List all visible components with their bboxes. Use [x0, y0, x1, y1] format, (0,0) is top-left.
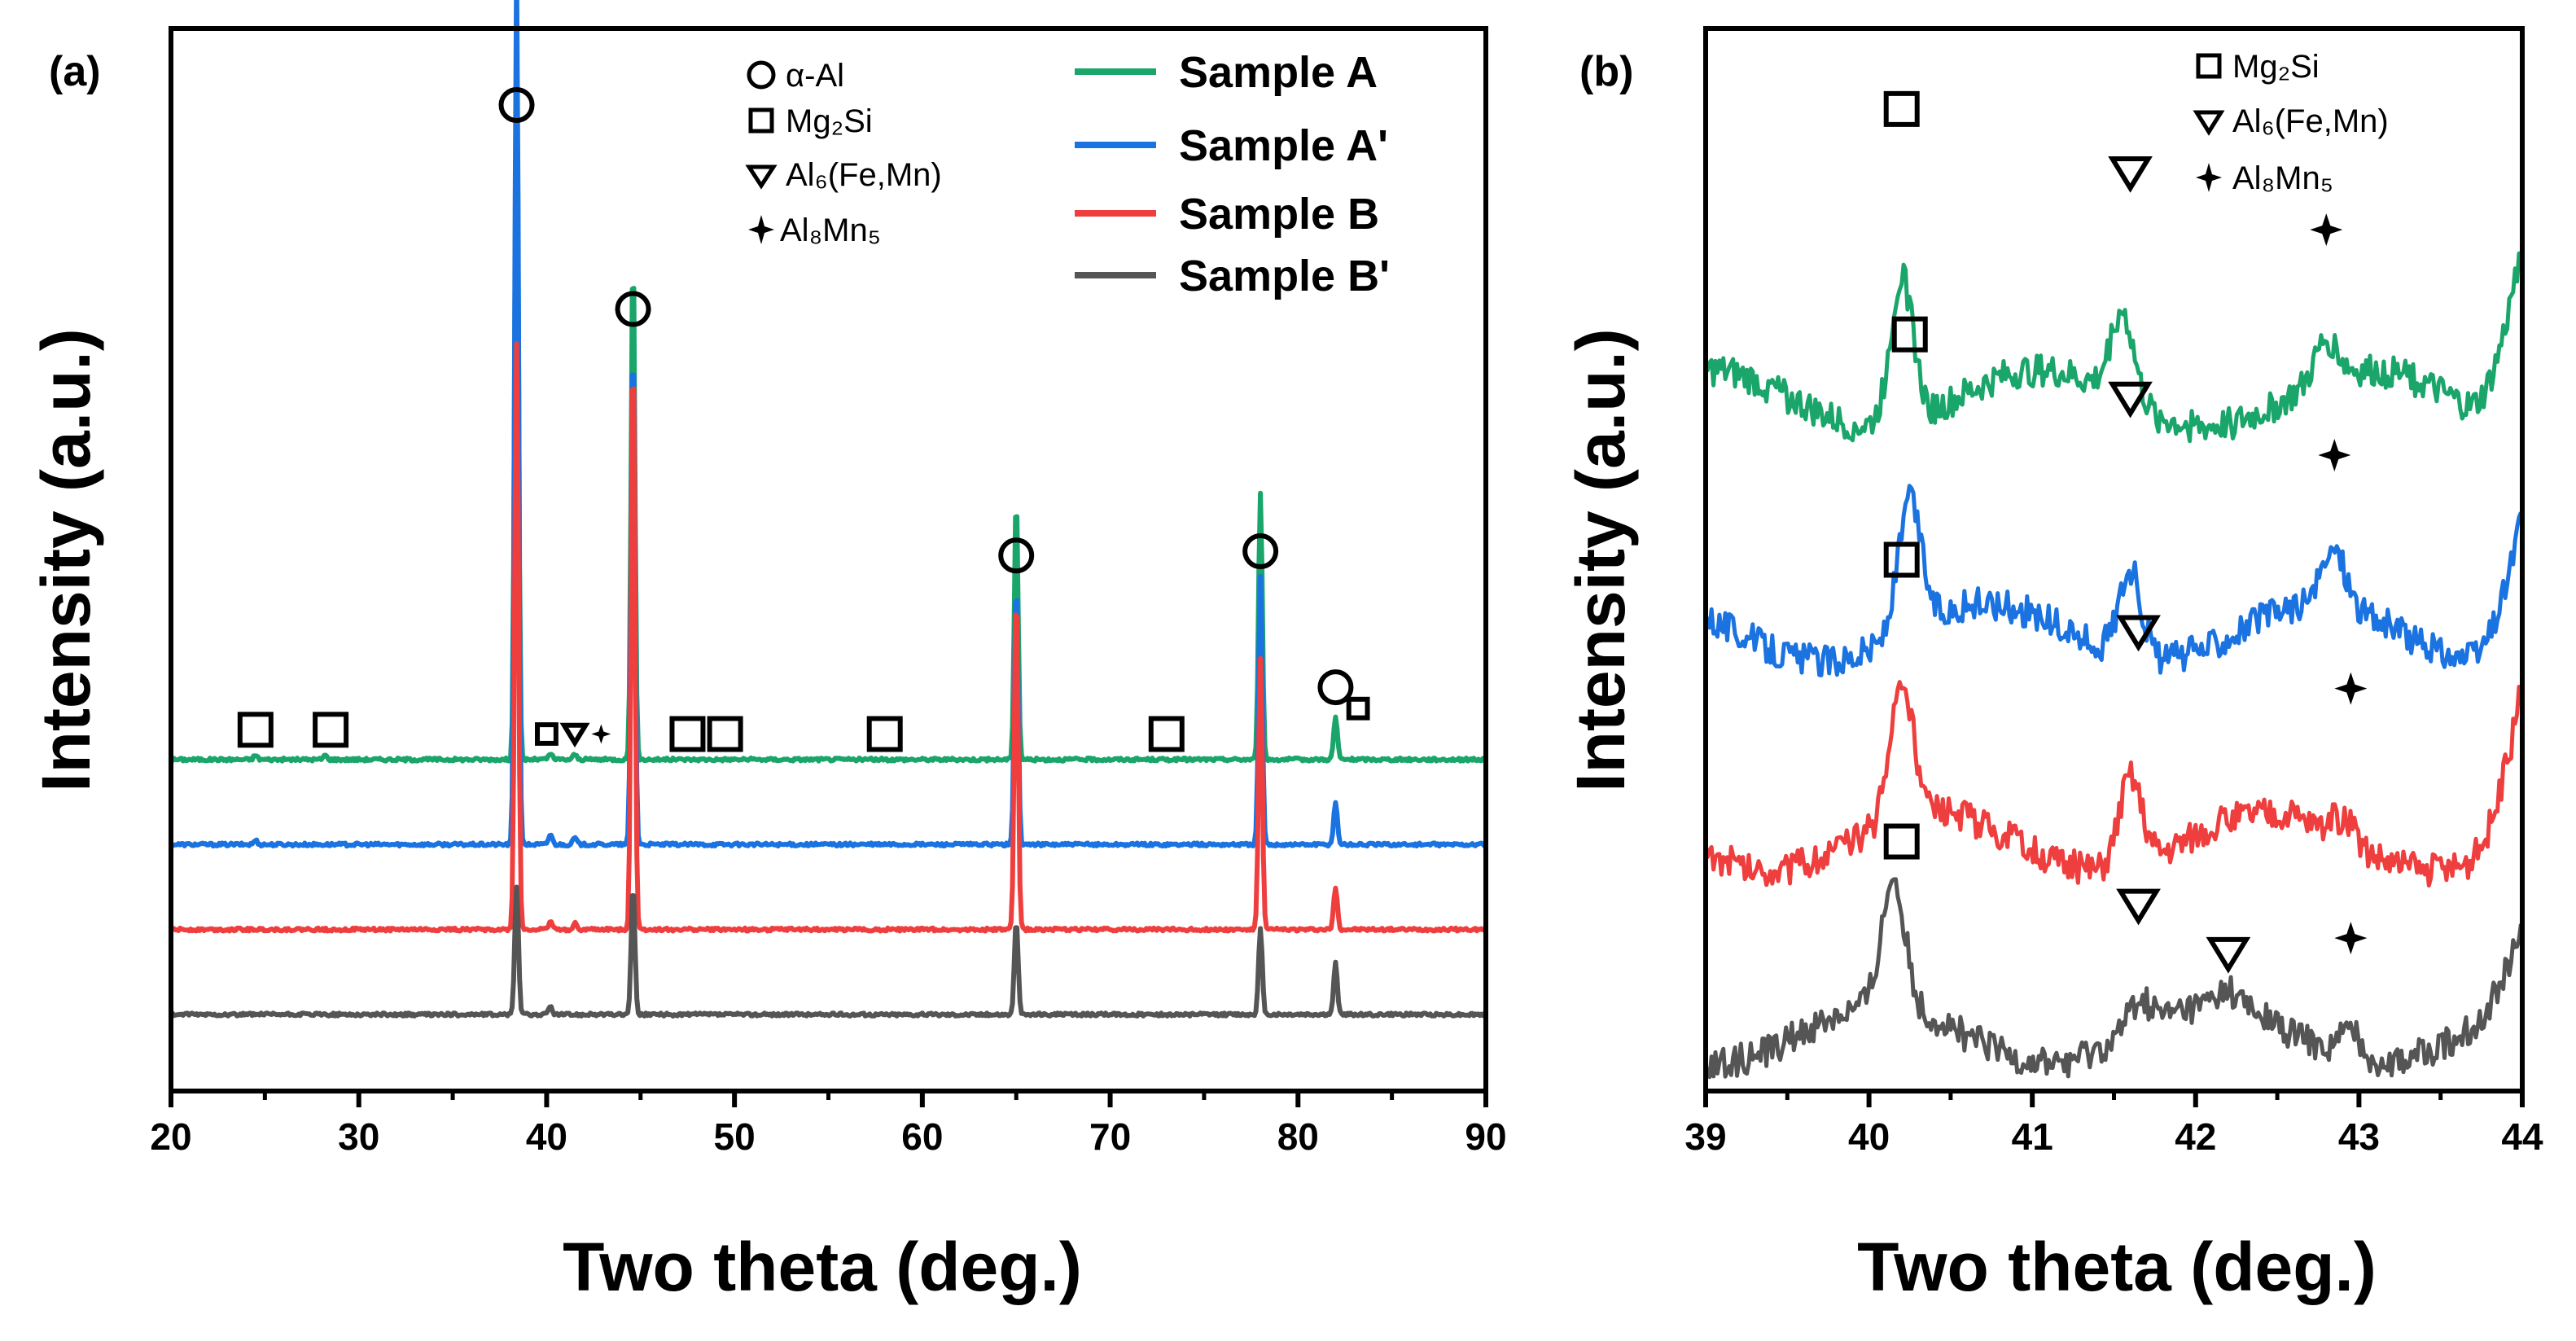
panel-b-marker-star-icon	[2318, 438, 2351, 471]
panel-b-marker-star-icon	[2334, 922, 2368, 955]
legend-b-al8mn5-label: Al₈Mn₅	[2232, 160, 2333, 196]
panel-a-marker-star-icon	[591, 724, 611, 744]
legend-alpha-al-circle-icon	[747, 60, 776, 90]
panel-b-marker-square-icon	[1891, 316, 1928, 353]
panel-b-marker-star-icon	[2334, 672, 2368, 705]
legend-b-al8mn5-star-icon	[2196, 163, 2222, 192]
panel-b-marker-star-icon	[2310, 213, 2343, 247]
panel-b-markers-group	[1883, 90, 2368, 974]
legend-al8mn5-label: Al₈Mn₅	[780, 213, 881, 248]
panel-b-frame	[1703, 26, 2525, 1093]
panel-a-series-sample-b-prime	[169, 884, 1487, 1019]
panel-b-marker-square-icon	[1883, 823, 1920, 860]
panel-a-marker-circle-icon	[615, 291, 651, 327]
panel-a-marker-square-icon	[313, 712, 349, 748]
panel-a-series-sample-a-prime	[169, 0, 1487, 849]
panel-a-x-tick-label: 80	[1277, 1115, 1319, 1158]
legend-alpha-al-label: α-Al	[786, 58, 844, 94]
panel-a-marker-circle-icon	[498, 86, 535, 123]
legend-sample-a-prime-label: Sample A'	[1179, 121, 1388, 170]
panel-b-marker-triangle-down-icon	[2206, 936, 2251, 974]
panel-a-series-sample-b	[169, 341, 1488, 934]
panel-b-series-group	[1703, 251, 2523, 1080]
panel-b-x-ticks: 39 40 41 42 43 44	[1684, 1091, 2543, 1158]
panel-b-x-tick-label: 39	[1684, 1115, 1726, 1158]
panel-a-x-ticks: 20 30 40 50 60 70 80 90	[150, 1091, 1507, 1158]
panel-b-xlabel: Two theta (deg.)	[1857, 1229, 2377, 1305]
panel-a-marker-square-icon	[866, 716, 903, 752]
panel-b-series-sample-a-prime	[1703, 484, 2523, 677]
panel-a-x-tick-label: 20	[150, 1115, 191, 1158]
panel-b-chart: (b) Intensity (a.u.) Two theta (deg.) 39…	[1562, 26, 2543, 1305]
panel-b-x-tick-label: 41	[2012, 1115, 2053, 1158]
panel-b-marker-triangle-down-icon	[2108, 381, 2153, 419]
panel-a-marker-circle-icon	[1242, 533, 1279, 570]
legend-b-al6femn-label: Al₆(Fe,Mn)	[2232, 103, 2389, 139]
panel-a-series-sample-a	[169, 59, 1487, 764]
panel-b-phase-legend: Mg₂Si Al₆(Fe,Mn) Al₈Mn₅	[2193, 49, 2389, 196]
panel-a-x-tick-label: 50	[714, 1115, 756, 1158]
panel-a-marker-square-icon	[1346, 696, 1370, 721]
panel-b-label: (b)	[1579, 48, 1633, 95]
panel-a-marker-square-icon	[237, 712, 274, 748]
panel-a-markers-group	[237, 86, 1370, 752]
panel-a-marker-square-icon	[707, 716, 743, 752]
panel-a-label: (a)	[49, 48, 101, 95]
legend-b-mg2si-label: Mg₂Si	[2232, 49, 2320, 85]
legend-mg2si-square-icon	[748, 107, 774, 134]
panel-b-marker-triangle-down-icon	[2116, 615, 2161, 652]
panel-a-marker-square-icon	[669, 716, 706, 752]
panel-a-marker-circle-icon	[1317, 669, 1354, 706]
panel-a-series-group	[169, 0, 1488, 1019]
panel-b-series-sample-b-prime	[1703, 877, 2523, 1080]
panel-b-x-tick-label: 44	[2501, 1115, 2543, 1158]
panel-b-x-tick-label: 40	[1848, 1115, 1890, 1158]
panel-a-x-tick-label: 60	[901, 1115, 943, 1158]
panel-a-marker-square-icon	[535, 722, 559, 746]
legend-sample-b-label: Sample B	[1179, 190, 1379, 239]
legend-mg2si-label: Mg₂Si	[786, 103, 873, 139]
panel-a-chart: (a) Intensity (a.u.) Two theta (deg.) 20…	[28, 0, 1507, 1305]
panel-b-ylabel: Intensity (a.u.)	[1562, 328, 1639, 791]
legend-b-mg2si-square-icon	[2196, 53, 2222, 79]
panel-a-marker-circle-icon	[998, 537, 1035, 574]
panel-b-marker-square-icon	[1883, 541, 1920, 578]
panel-a-xlabel: Two theta (deg.)	[563, 1229, 1082, 1305]
legend-al8mn5-star-icon	[748, 215, 774, 244]
legend-al6femn-triangle-icon	[745, 164, 778, 190]
panel-a-x-tick-label: 90	[1465, 1115, 1506, 1158]
panel-a-phase-legend: α-Al Mg₂Si Al₆(Fe,Mn) Al₈Mn₅	[745, 58, 942, 248]
panel-b-x-tick-label: 42	[2175, 1115, 2216, 1158]
panel-b-marker-triangle-down-icon	[2116, 888, 2161, 926]
legend-al6femn-label: Al₆(Fe,Mn)	[786, 157, 942, 193]
panel-b-series-sample-a	[1703, 251, 2521, 444]
panel-b-series-sample-b	[1703, 680, 2523, 888]
panel-a-series-legend: Sample A Sample A' Sample B Sample B'	[1075, 48, 1390, 300]
panel-b-marker-square-icon	[1883, 90, 1920, 127]
panel-a-marker-triangle-down-icon	[559, 722, 590, 748]
legend-b-al6femn-triangle-icon	[2193, 110, 2225, 136]
panel-b-marker-triangle-down-icon	[2108, 156, 2153, 193]
legend-sample-a-label: Sample A	[1179, 48, 1378, 97]
panel-a-x-tick-label: 70	[1089, 1115, 1131, 1158]
panel-a-marker-square-icon	[1148, 716, 1185, 752]
panel-b-x-tick-label: 43	[2338, 1115, 2380, 1158]
panel-a-x-tick-label: 30	[338, 1115, 379, 1158]
panel-a-x-tick-label: 40	[526, 1115, 567, 1158]
panel-a-ylabel: Intensity (a.u.)	[28, 328, 104, 791]
legend-sample-b-prime-label: Sample B'	[1179, 252, 1390, 300]
